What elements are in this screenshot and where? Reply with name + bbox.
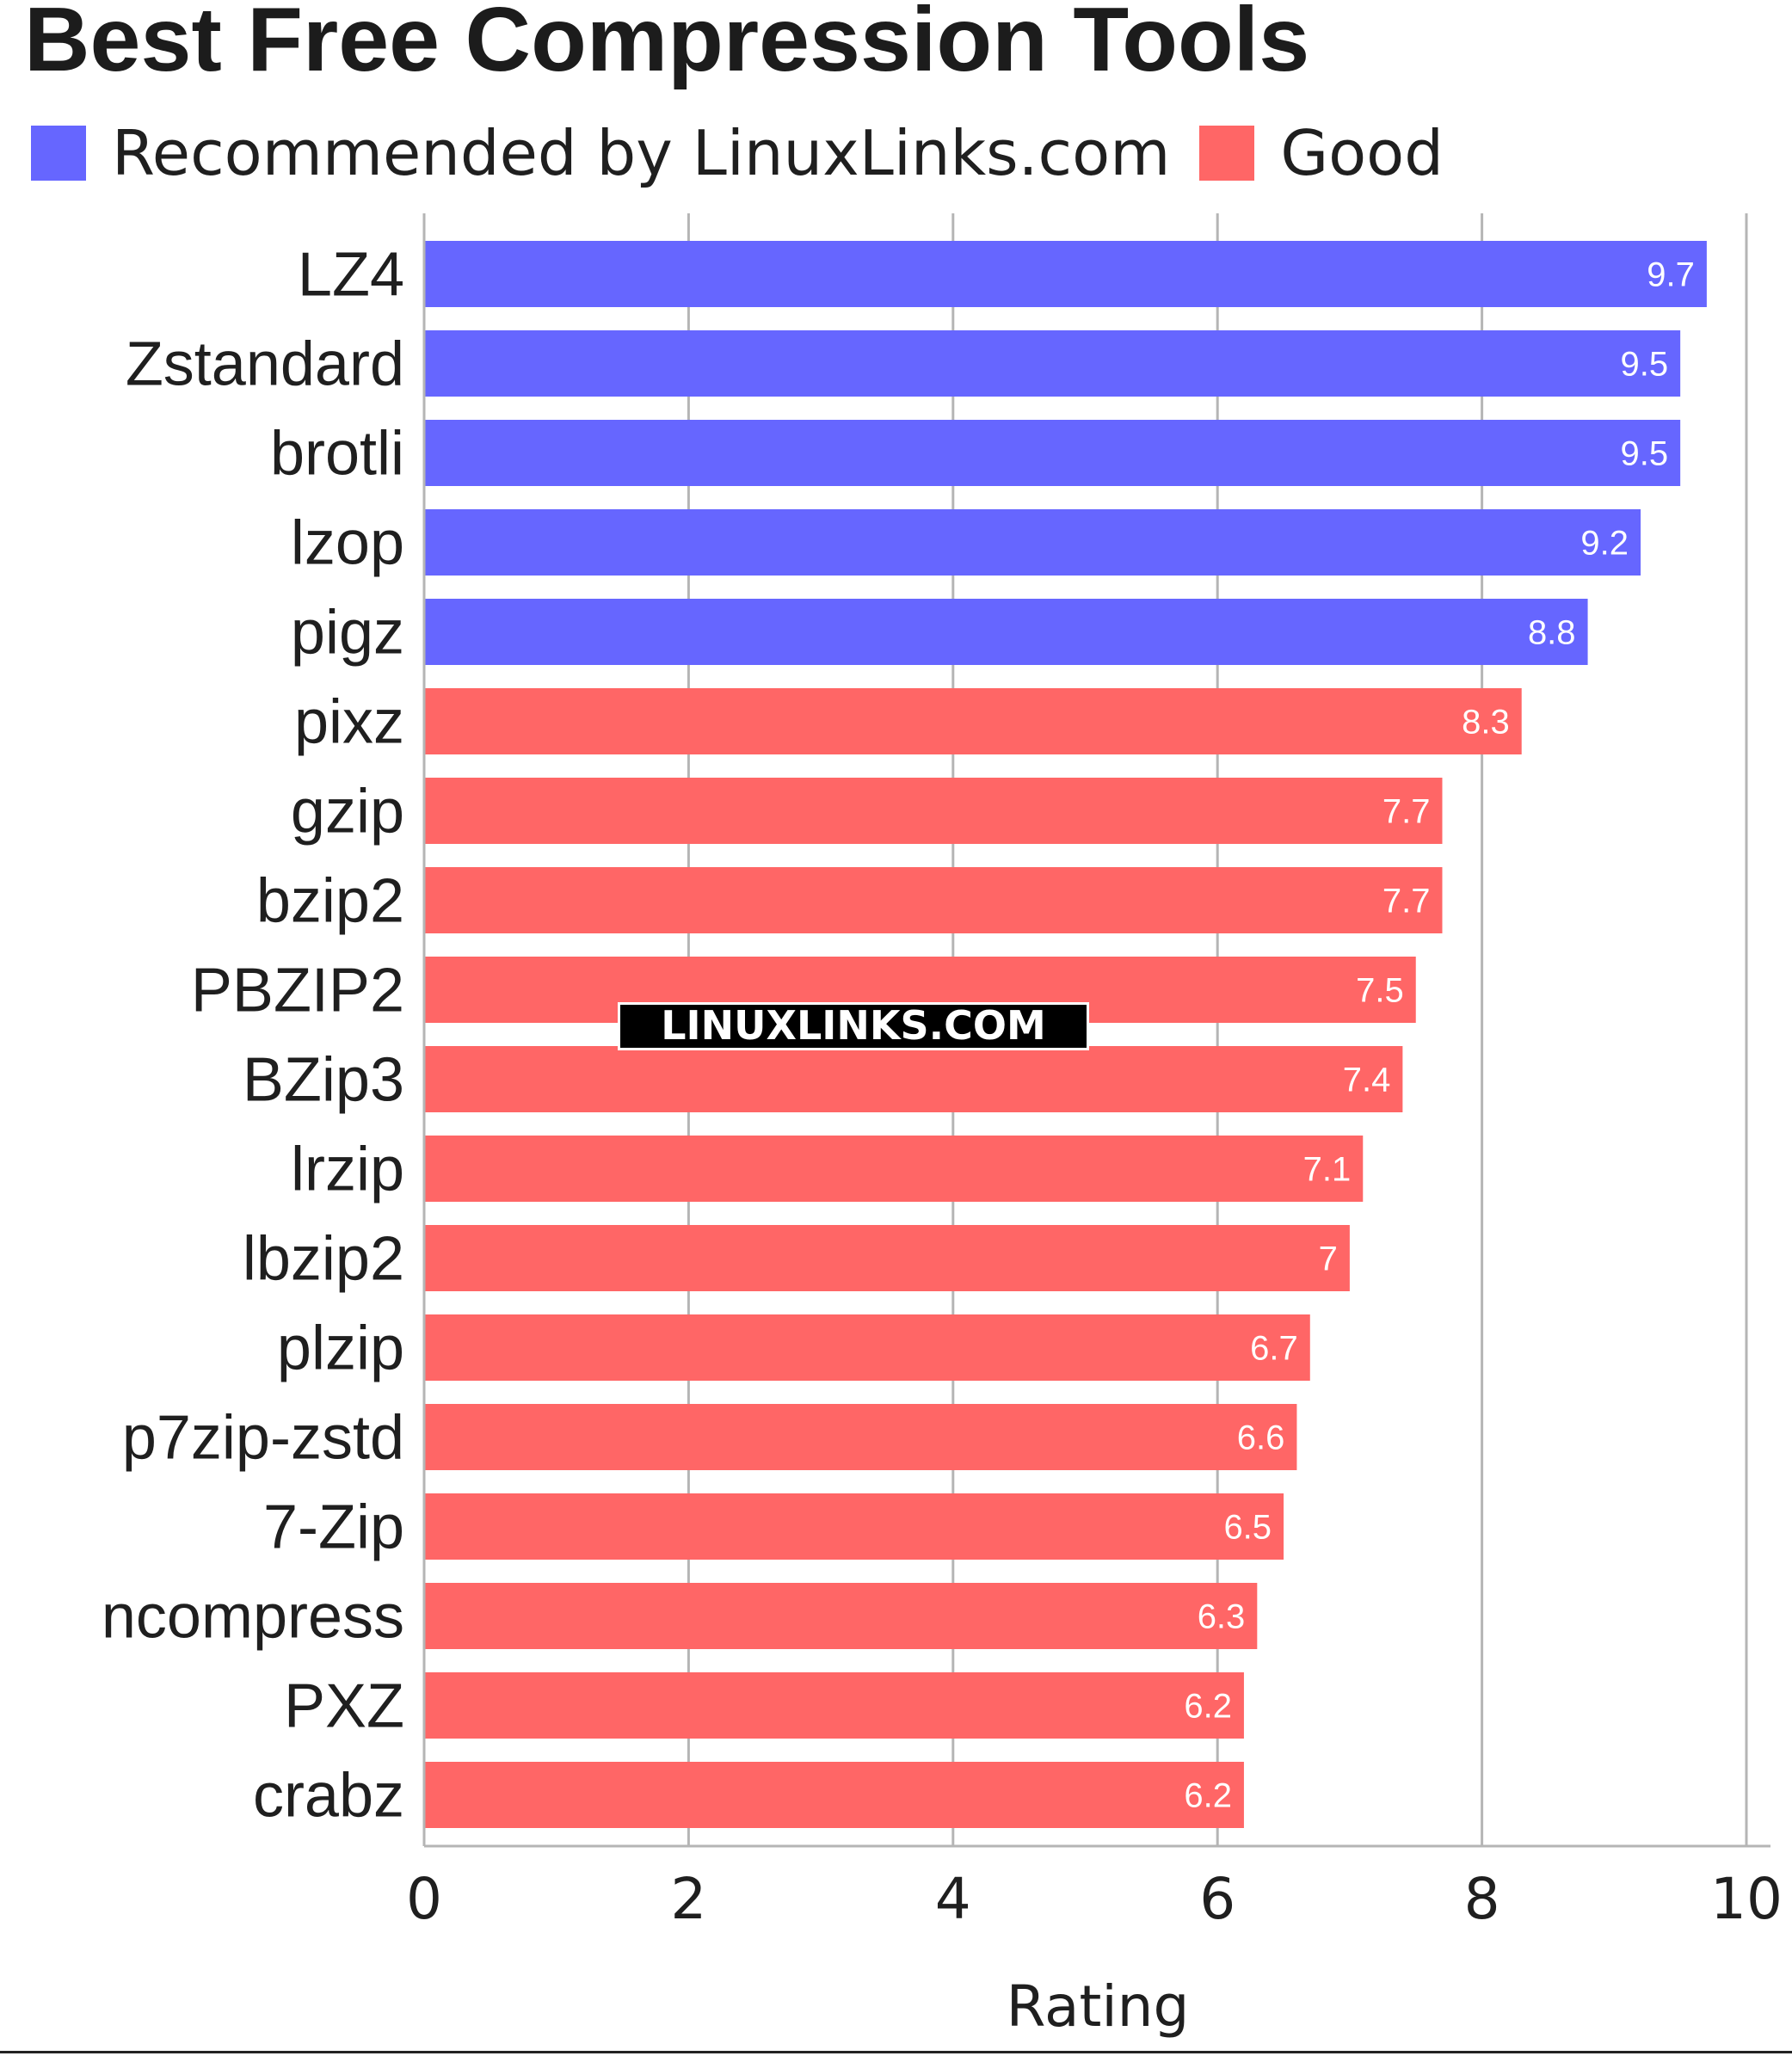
bar	[424, 1225, 1350, 1291]
category-label: ncompress	[102, 1583, 404, 1652]
category-label: bzip2	[256, 867, 404, 936]
watermark: LINUXLINKS.COM	[618, 1002, 1089, 1050]
x-tick-label: 2	[670, 1866, 706, 1932]
category-label: PXZ	[284, 1672, 404, 1741]
data-label: 8.8	[1528, 614, 1576, 652]
category-label: crabz	[253, 1762, 404, 1831]
labels: LZ4 9.7 Zstandard 9.5 brotli 9.5 lzop 9.2 pigz 8.…	[102, 241, 1695, 1831]
watermark-background	[620, 1005, 1087, 1048]
bar	[424, 688, 1522, 754]
legend: Recommended by LinuxLinks.com Good	[31, 117, 1473, 189]
category-label: lzop	[291, 509, 404, 578]
data-label: 6.2	[1184, 1777, 1232, 1815]
data-label: 6.7	[1250, 1330, 1298, 1368]
category-label: lbzip2	[243, 1225, 404, 1294]
bar	[424, 509, 1641, 576]
legend-item-recommended: Recommended by LinuxLinks.com	[31, 117, 1170, 189]
category-label: Zstandard	[126, 330, 404, 399]
x-axis-title: Rating	[1007, 1973, 1190, 2040]
data-label: 6.5	[1223, 1509, 1272, 1547]
data-label: 7.7	[1382, 883, 1431, 920]
bar	[424, 599, 1588, 665]
legend-label-recommended: Recommended by LinuxLinks.com	[112, 117, 1171, 189]
category-label: p7zip-zstd	[122, 1404, 404, 1473]
bar	[424, 1314, 1310, 1381]
legend-item-good: Good	[1199, 117, 1444, 189]
category-label: BZip3	[243, 1046, 404, 1115]
category-label: brotli	[270, 420, 404, 489]
x-tick-label: 6	[1199, 1866, 1235, 1932]
data-label: 7.4	[1343, 1062, 1391, 1099]
bar	[424, 1136, 1364, 1202]
bar	[424, 1583, 1258, 1649]
data-label: 6.6	[1237, 1419, 1285, 1457]
legend-swatch-good	[1199, 126, 1255, 181]
bar	[424, 1672, 1244, 1739]
chart-title: Best Free Compression Tools	[24, 0, 1310, 90]
data-label: 7.1	[1303, 1151, 1352, 1189]
bars	[424, 241, 1707, 1828]
bar	[424, 1493, 1284, 1560]
bar	[424, 1404, 1297, 1470]
watermark-text: LINUXLINKS.COM	[661, 1002, 1046, 1049]
data-label: 7.7	[1382, 793, 1431, 831]
category-label: plzip	[277, 1314, 404, 1383]
legend-swatch-recommended	[31, 126, 86, 181]
data-label: 9.5	[1621, 346, 1669, 384]
bottom-rule	[0, 2051, 1792, 2053]
data-label: 6.3	[1198, 1598, 1246, 1636]
bar	[424, 330, 1681, 397]
bar	[424, 778, 1443, 844]
x-tick-label: 10	[1710, 1866, 1783, 1932]
bar	[424, 867, 1443, 933]
data-label: 7.5	[1356, 972, 1404, 1010]
data-label: 9.7	[1647, 256, 1695, 294]
x-tick-label: 4	[935, 1866, 971, 1932]
legend-label-good: Good	[1280, 117, 1444, 189]
bar	[424, 1762, 1244, 1828]
bar	[424, 420, 1681, 486]
axes: 0 2 4 6 8 10 Rating	[406, 213, 1783, 2040]
category-label: pixz	[294, 688, 404, 757]
category-label: 7-Zip	[263, 1493, 404, 1562]
data-label: 8.3	[1462, 704, 1510, 742]
category-label: LZ4	[298, 241, 404, 310]
data-label: 9.5	[1621, 435, 1669, 473]
x-tick-label: 0	[406, 1866, 442, 1932]
category-label: lrzip	[291, 1136, 404, 1204]
bar	[424, 1046, 1403, 1112]
data-label: 6.2	[1184, 1688, 1232, 1726]
category-label: gzip	[291, 778, 404, 846]
data-label: 7	[1319, 1240, 1338, 1278]
category-label: PBZIP2	[191, 957, 404, 1025]
category-label: pigz	[291, 599, 404, 668]
data-label: 9.2	[1580, 525, 1629, 563]
bar	[424, 241, 1707, 307]
x-tick-label: 8	[1464, 1866, 1500, 1932]
